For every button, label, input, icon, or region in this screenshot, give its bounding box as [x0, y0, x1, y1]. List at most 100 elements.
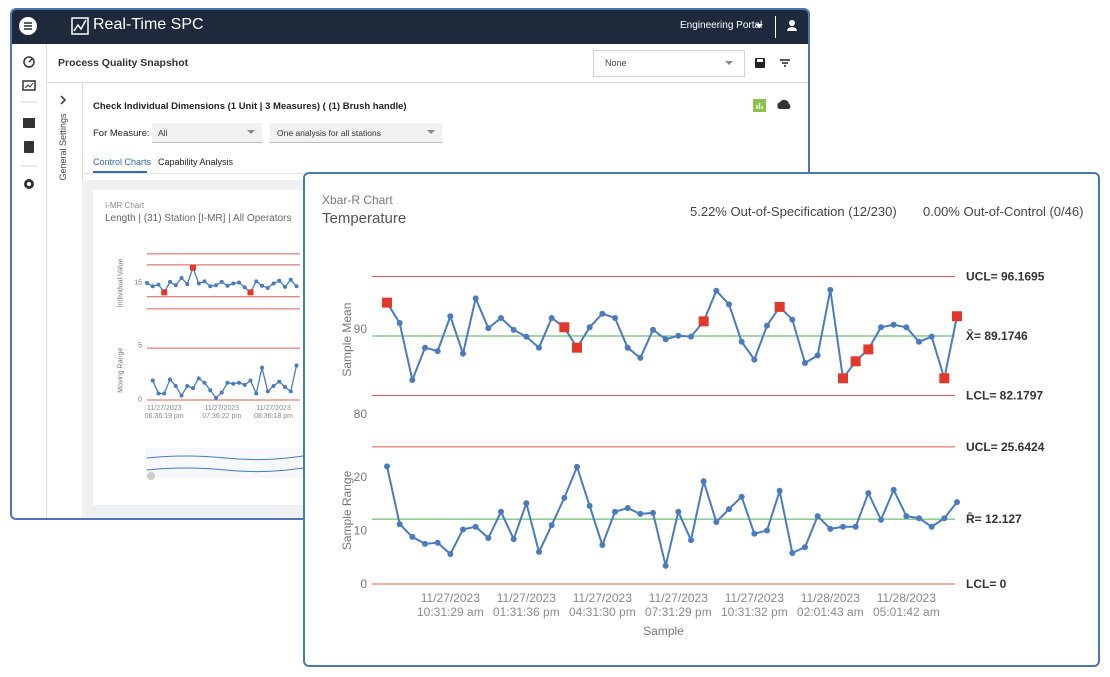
flagged-point: [382, 297, 392, 308]
point: [586, 324, 593, 331]
point: [472, 295, 479, 302]
xbar-r-window: Xbar-R Chart Temperature 5.22% Out-of-Sp…: [303, 172, 1100, 667]
expand-button[interactable]: [58, 94, 68, 106]
point: [447, 313, 454, 320]
point: [242, 382, 247, 387]
point: [265, 389, 270, 394]
measure-select-value: All: [158, 128, 168, 138]
series-line: [386, 288, 958, 384]
point: [802, 360, 808, 366]
point: [890, 321, 897, 328]
point: [941, 515, 948, 522]
point: [294, 284, 299, 289]
point: [637, 510, 644, 517]
tab[interactable]: Capability Analysis: [158, 157, 234, 167]
point: [789, 549, 796, 556]
tab-active[interactable]: Control Charts: [93, 157, 152, 167]
point: [726, 506, 732, 513]
chart-title: Xbar-R Chart: [322, 193, 393, 207]
point: [219, 279, 224, 284]
point: [156, 391, 161, 396]
point: [789, 316, 796, 323]
point: [173, 383, 178, 388]
point: [277, 379, 282, 384]
point: [599, 310, 606, 317]
chart-subtitle: Temperature: [322, 210, 407, 227]
point: [865, 490, 872, 497]
point: [277, 278, 282, 283]
point: [202, 279, 207, 284]
point: [878, 516, 884, 523]
point: [738, 493, 745, 500]
point: [485, 325, 492, 332]
point: [231, 381, 236, 386]
point: [225, 380, 230, 385]
menu-button[interactable]: [18, 16, 38, 36]
point: [214, 395, 218, 400]
point: [903, 324, 910, 331]
measure-select[interactable]: [152, 123, 262, 143]
point: [903, 513, 910, 520]
app-header: [12, 10, 808, 44]
x-tick-label: 11/27/2023 07:36:22 pm: [202, 405, 242, 421]
caret: [725, 61, 733, 65]
point: [814, 352, 821, 359]
point: [675, 332, 682, 339]
point: [510, 536, 517, 543]
point: [434, 539, 441, 546]
x-tick-label: 11/27/2023 07:31:29 pm: [644, 591, 712, 619]
icon-sidebar: [12, 44, 47, 518]
y-tick-label: 15: [134, 280, 142, 287]
y-axis-title: Sample Mean: [340, 303, 354, 377]
point: [814, 513, 821, 520]
flagged-point: [850, 356, 861, 367]
user-icon[interactable]: [785, 18, 799, 34]
y-axis-title: Moving Range: [118, 348, 125, 393]
point: [472, 523, 479, 530]
view-select[interactable]: [593, 50, 745, 77]
flagged-point: [698, 316, 709, 327]
x-tick-label: 11/27/2023 08:36:18 pm: [254, 405, 293, 421]
point: [675, 508, 682, 515]
y-tick-label: 20: [354, 470, 368, 484]
flagged-point: [190, 264, 196, 271]
series-line: [152, 365, 298, 399]
sidebar-icons[interactable]: [12, 44, 46, 204]
point: [271, 281, 276, 286]
x-tick-label: 11/28/2023 02:01:43 am: [796, 591, 864, 619]
x-tick-label: 11/27/2023 01:31:36 pm: [492, 591, 560, 619]
point: [248, 378, 253, 383]
point: [168, 279, 172, 284]
station-select[interactable]: [270, 123, 442, 143]
y-axis-title: Individual Value: [118, 258, 125, 307]
point: [827, 286, 834, 293]
flagged-point: [161, 289, 168, 296]
point: [498, 314, 504, 321]
point: [662, 562, 669, 569]
flagged-point: [572, 342, 582, 353]
y-tick-label: 10: [354, 524, 368, 538]
y-tick-label: 80: [354, 407, 368, 421]
point: [586, 502, 593, 509]
chart-navigator[interactable]: [145, 448, 303, 484]
point: [225, 283, 230, 288]
point: [928, 523, 935, 530]
point: [396, 521, 403, 528]
point: [214, 283, 218, 288]
imr-chart: 15 Individual Value 0 5 Moving Range: [118, 253, 300, 404]
point: [827, 525, 834, 532]
y-axis-title: Sample Range: [340, 470, 354, 550]
caret: [755, 24, 763, 28]
point: [713, 518, 720, 525]
export-icons[interactable]: [753, 99, 793, 113]
toolbar-icons[interactable]: [753, 56, 793, 70]
x-tick-label: 11/27/2023 10:31:29 am: [416, 591, 484, 619]
point: [890, 486, 897, 493]
point: [150, 284, 155, 289]
point: [202, 380, 207, 385]
point: [168, 377, 172, 382]
point: [283, 284, 287, 289]
portal-menu[interactable]: Engineering Portal: [680, 20, 763, 31]
point: [396, 320, 403, 327]
